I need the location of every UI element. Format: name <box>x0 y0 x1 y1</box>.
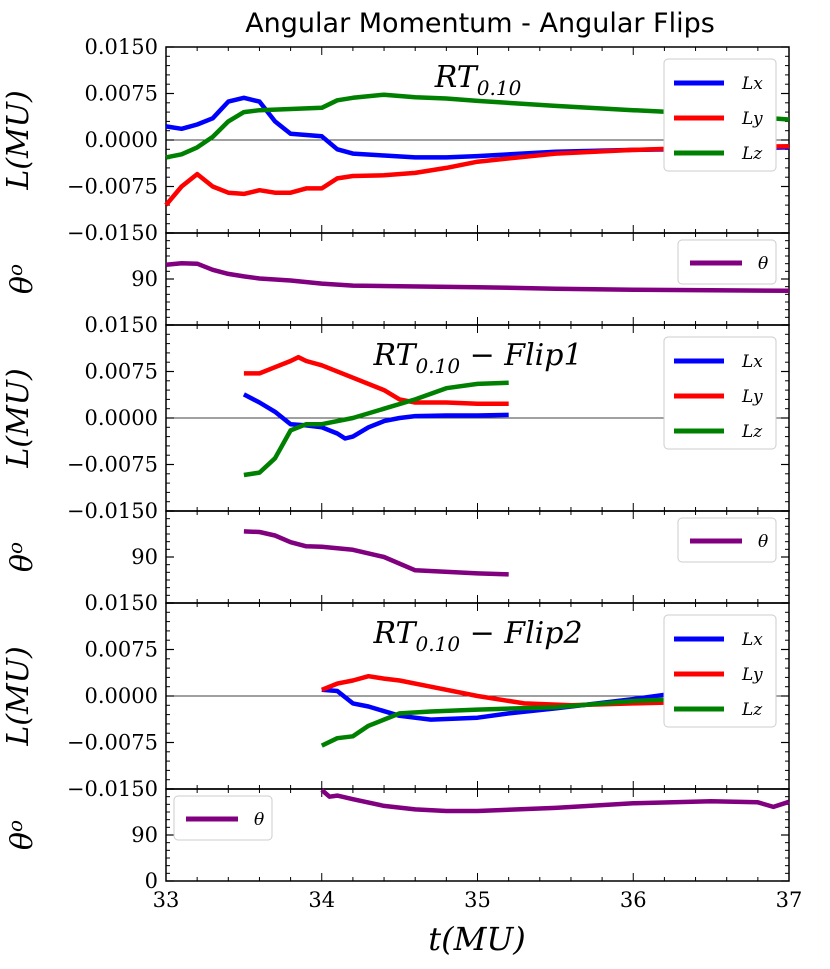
panel3-legend-label-lz: Lz <box>741 700 763 720</box>
panel3-lz-series <box>320 696 681 748</box>
panel2-lx-series <box>242 392 509 441</box>
panel2-momentum-legend: Lx Ly Lz <box>663 336 777 450</box>
x-tick-label: 36 <box>620 888 647 912</box>
panel3-momentum-tick-label: 0.0075 <box>85 638 158 662</box>
panel2-legend-label-lx: Lx <box>741 352 763 372</box>
panel1-angle-legend-label: θ <box>758 254 768 274</box>
panel1-momentum-legend: Lx Ly Lz <box>663 58 777 172</box>
panel3-momentum-ylabel: L(MU) <box>1 646 36 746</box>
panel2-ly-series <box>243 354 509 406</box>
panel3-lx-series <box>321 687 681 722</box>
panel1-momentum-tick-label: −0.0150 <box>67 221 158 245</box>
chart-title: Angular Momentum - Angular Flips <box>245 8 715 39</box>
panel3-legend-box <box>663 614 777 728</box>
panel2-momentum-tick-label: −0.0150 <box>67 499 158 523</box>
panel3-momentum-tick-label: 0.0150 <box>85 591 158 615</box>
panel1-angle-tick-label: 90 <box>131 267 158 291</box>
panel1-title: RT0.10 <box>434 60 522 100</box>
panel2-angle-ylabel: θo <box>3 542 40 572</box>
panel2-momentum-ticks <box>165 324 790 512</box>
x-axis-label: t(MU) <box>428 920 526 958</box>
panel3-theta-series <box>320 788 790 814</box>
panel1-momentum-tick-label: 0.0150 <box>85 35 158 59</box>
panel2-momentum-tick-label: 0.0000 <box>85 406 158 430</box>
x-tick-label: 33 <box>153 888 180 912</box>
panel3-momentum-legend: Lx Ly Lz <box>663 614 777 728</box>
panel3-momentum-tick-label: −0.0150 <box>67 777 158 801</box>
panel3-angle-legend-label: θ <box>254 810 264 830</box>
x-tick-label: 35 <box>464 888 491 912</box>
panel2-legend-box <box>663 336 777 450</box>
panel3-title: RT0.10 − Flip2 <box>372 616 582 656</box>
panel1-legend-label-lz: Lz <box>741 144 763 164</box>
panel1-angle-legend: θ <box>677 239 777 285</box>
panel3-angle-tick-label: 90 <box>131 823 158 847</box>
x-tick-label: 34 <box>308 888 335 912</box>
panel3-momentum-ticks <box>165 602 790 790</box>
panel2-angle-legend: θ <box>677 517 777 563</box>
panel2-lz-series <box>243 380 509 478</box>
panel1-legend-label-lx: Lx <box>741 74 763 94</box>
panel2-angle-tick-label: 90 <box>131 545 158 569</box>
panel2-legend-label-ly: Ly <box>741 387 763 407</box>
panel2-momentum-ylabel: L(MU) <box>1 368 36 468</box>
panel2-momentum-tick-label: 0.0075 <box>85 360 158 384</box>
panel3-angle-ticks <box>165 788 790 882</box>
panel2-title: RT0.10 − Flip1 <box>372 338 582 378</box>
panel3-momentum-tick-label: 0.0000 <box>85 684 158 708</box>
panel1-angle-ylabel: θo <box>3 264 40 294</box>
panel3-legend-label-lx: Lx <box>741 630 763 650</box>
panel3-angle-legend: θ <box>173 795 273 841</box>
panel3-legend-label-ly: Ly <box>741 665 763 685</box>
panel1-lz-series <box>165 92 790 160</box>
panel1-momentum-tick-label: 0.0000 <box>85 128 158 152</box>
panel2-theta-series <box>243 529 509 577</box>
panel1-ly-series <box>164 143 790 207</box>
panel1-theta-series <box>165 260 790 294</box>
panel3-momentum-tick-label: −0.0075 <box>67 731 158 755</box>
panel2-angle-legend-label: θ <box>758 532 768 552</box>
panel3-angle-ylabel: θo <box>3 820 40 850</box>
panel1-momentum-tick-label: −0.0075 <box>67 175 158 199</box>
panel3-angle-tick-label: 0 <box>145 869 158 893</box>
panel1-legend-label-ly: Ly <box>741 109 763 129</box>
panel1-lx-series <box>165 95 790 160</box>
panel2-legend-label-lz: Lz <box>741 422 763 442</box>
panel2-momentum-tick-label: 0.0150 <box>85 313 158 337</box>
panel2-momentum-tick-label: −0.0075 <box>67 453 158 477</box>
panel1-legend-box <box>663 58 777 172</box>
x-tick-label: 37 <box>776 888 803 912</box>
panel1-momentum-tick-label: 0.0075 <box>85 82 158 106</box>
panel1-momentum-ylabel: L(MU) <box>1 90 36 190</box>
